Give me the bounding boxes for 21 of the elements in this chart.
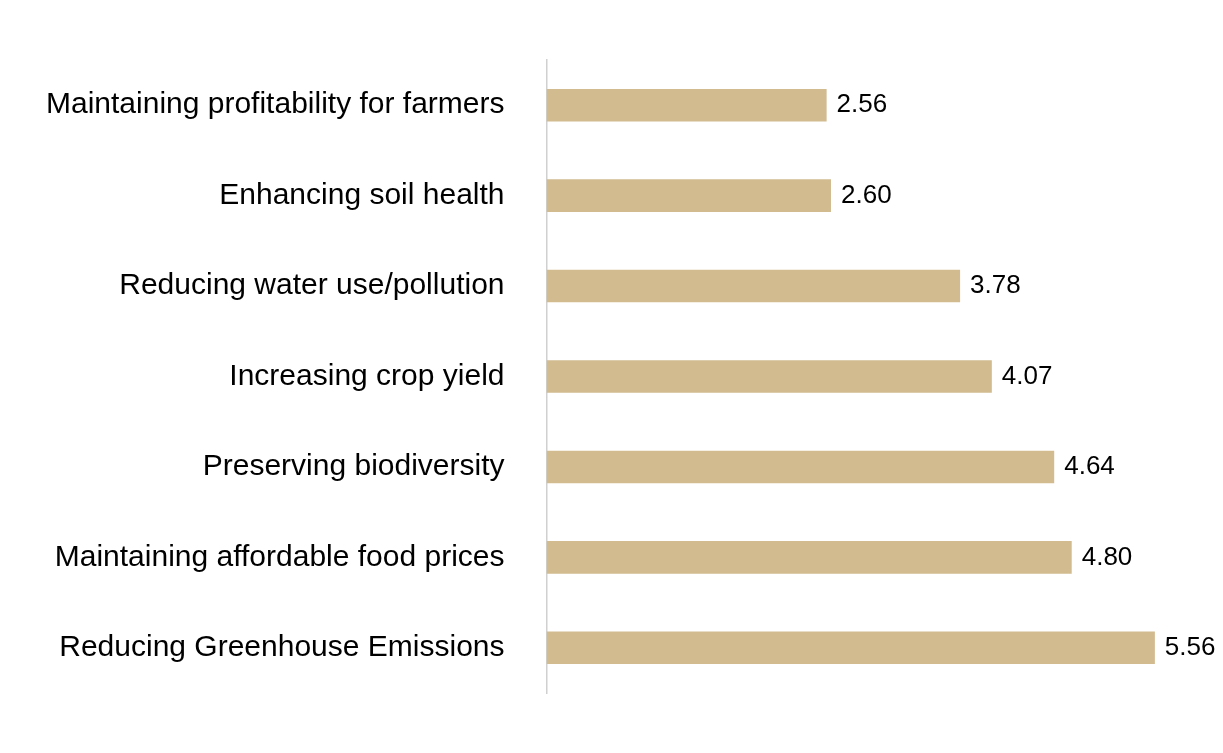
data-label: 4.80: [1081, 540, 1133, 571]
y-tick-label: Maintaining affordable food prices: [54, 538, 505, 572]
bar: [546, 269, 961, 303]
data-label: 4.07: [1001, 359, 1053, 390]
y-tick-label: Reducing water use/pollution: [119, 267, 505, 301]
bar: [546, 541, 1072, 574]
data-label: 3.78: [970, 269, 1021, 300]
bar: [546, 631, 1155, 665]
y-tick-label: Reducing Greenhouse Emissions: [59, 629, 505, 663]
data-label: 4.64: [1064, 450, 1115, 481]
bar: [546, 179, 831, 212]
data-label: 2.56: [836, 88, 888, 119]
y-tick-label: Increasing crop yield: [229, 357, 505, 391]
bar: [546, 360, 992, 393]
y-tick-label: Enhancing soil health: [219, 176, 505, 210]
y-tick-label: Maintaining profitability for farmers: [46, 86, 505, 120]
bar: [546, 450, 1055, 484]
data-label: 5.56: [1164, 630, 1216, 661]
bar: [546, 88, 827, 122]
y-tick-label: Preserving biodiversity: [202, 448, 505, 482]
data-label: 2.60: [840, 178, 892, 209]
